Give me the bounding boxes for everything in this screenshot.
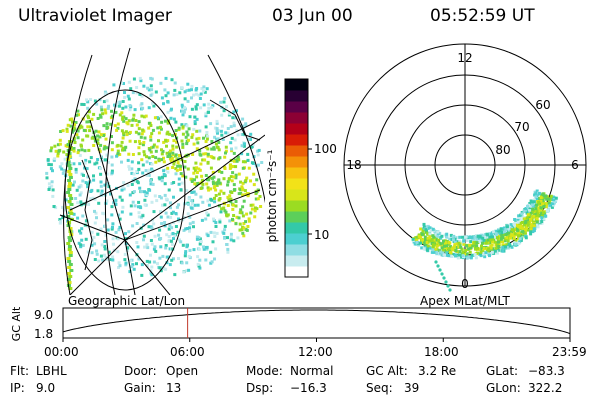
mlt-label-6: 6 [571,158,579,172]
door-value: Open [166,364,199,378]
glon-value: 322.2 [528,381,563,395]
colorbar-tick-10: 10 [314,228,330,242]
timeline-ytick-high: 9.0 [34,308,54,322]
geographic-aurora-pixels [45,76,264,290]
mlt-label-18: 18 [346,158,361,172]
colorbar-tick-100: 100 [314,142,337,156]
mode-label: Mode: [246,364,283,378]
colorbar-gradient [285,79,308,278]
timeline-xtick-1200: 12:00 [298,345,333,359]
glon-label: GLon: [486,381,521,395]
orbit-timeline: GC Alt [10,306,571,342]
polar-aurora-pixels [411,189,558,292]
timeline-xtick-2359: 23:59 [552,345,587,359]
mlat-label-60: 60 [535,98,550,112]
altitude-curve [62,309,571,335]
geographic-grid-lines [59,47,265,295]
colorbar-unit-label: photon cm⁻²s⁻¹ [265,149,279,242]
flt-label: Flt: [10,364,29,378]
glat-value: −83.3 [528,364,565,378]
colorbar: photon cm⁻²s⁻¹ [265,78,312,278]
mlt-label-0: 0 [461,277,469,291]
geographic-image-panel [45,47,265,295]
door-label: Door: [124,364,157,378]
geographic-panel-label: Geographic Lat/Lon [68,294,186,308]
timeline-ticks [62,338,571,342]
seq-value: 39 [404,381,420,395]
time-label: 05:52:59 UT [430,6,535,26]
flt-value: LBHL [36,364,67,378]
mlt-label-12: 12 [457,51,472,65]
gain-value: 13 [166,381,182,395]
mode-value: Normal [290,364,334,378]
timeline-xtick-1800: 18:00 [424,345,459,359]
timeline-xtick-0000: 00:00 [44,345,79,359]
ip-label: IP: [10,381,25,395]
mlat-label-80: 80 [495,143,510,157]
glat-label: GLat: [486,364,519,378]
timeline-xtick-0600: 06:00 [170,345,205,359]
polar-image-panel: 12 6 0 18 60 70 80 [343,43,587,292]
date-label: 03 Jun 00 [272,6,353,26]
gcalt-label: GC Alt: [366,364,408,378]
timeline-ytick-low: 1.8 [34,327,54,341]
mlat-label-70: 70 [514,120,529,134]
polar-panel-label: Apex MLat/MLT [420,294,510,308]
seq-label: Seq: [366,381,393,395]
dsp-label: Dsp: [246,381,274,395]
gcalt-value: 3.2 Re [418,364,457,378]
app-title: Ultraviolet Imager [18,6,172,26]
dsp-value: −16.3 [290,381,327,395]
ip-value: 9.0 [36,381,56,395]
gain-label: Gain: [124,381,156,395]
timeline-ylabel: GC Alt [10,306,23,341]
